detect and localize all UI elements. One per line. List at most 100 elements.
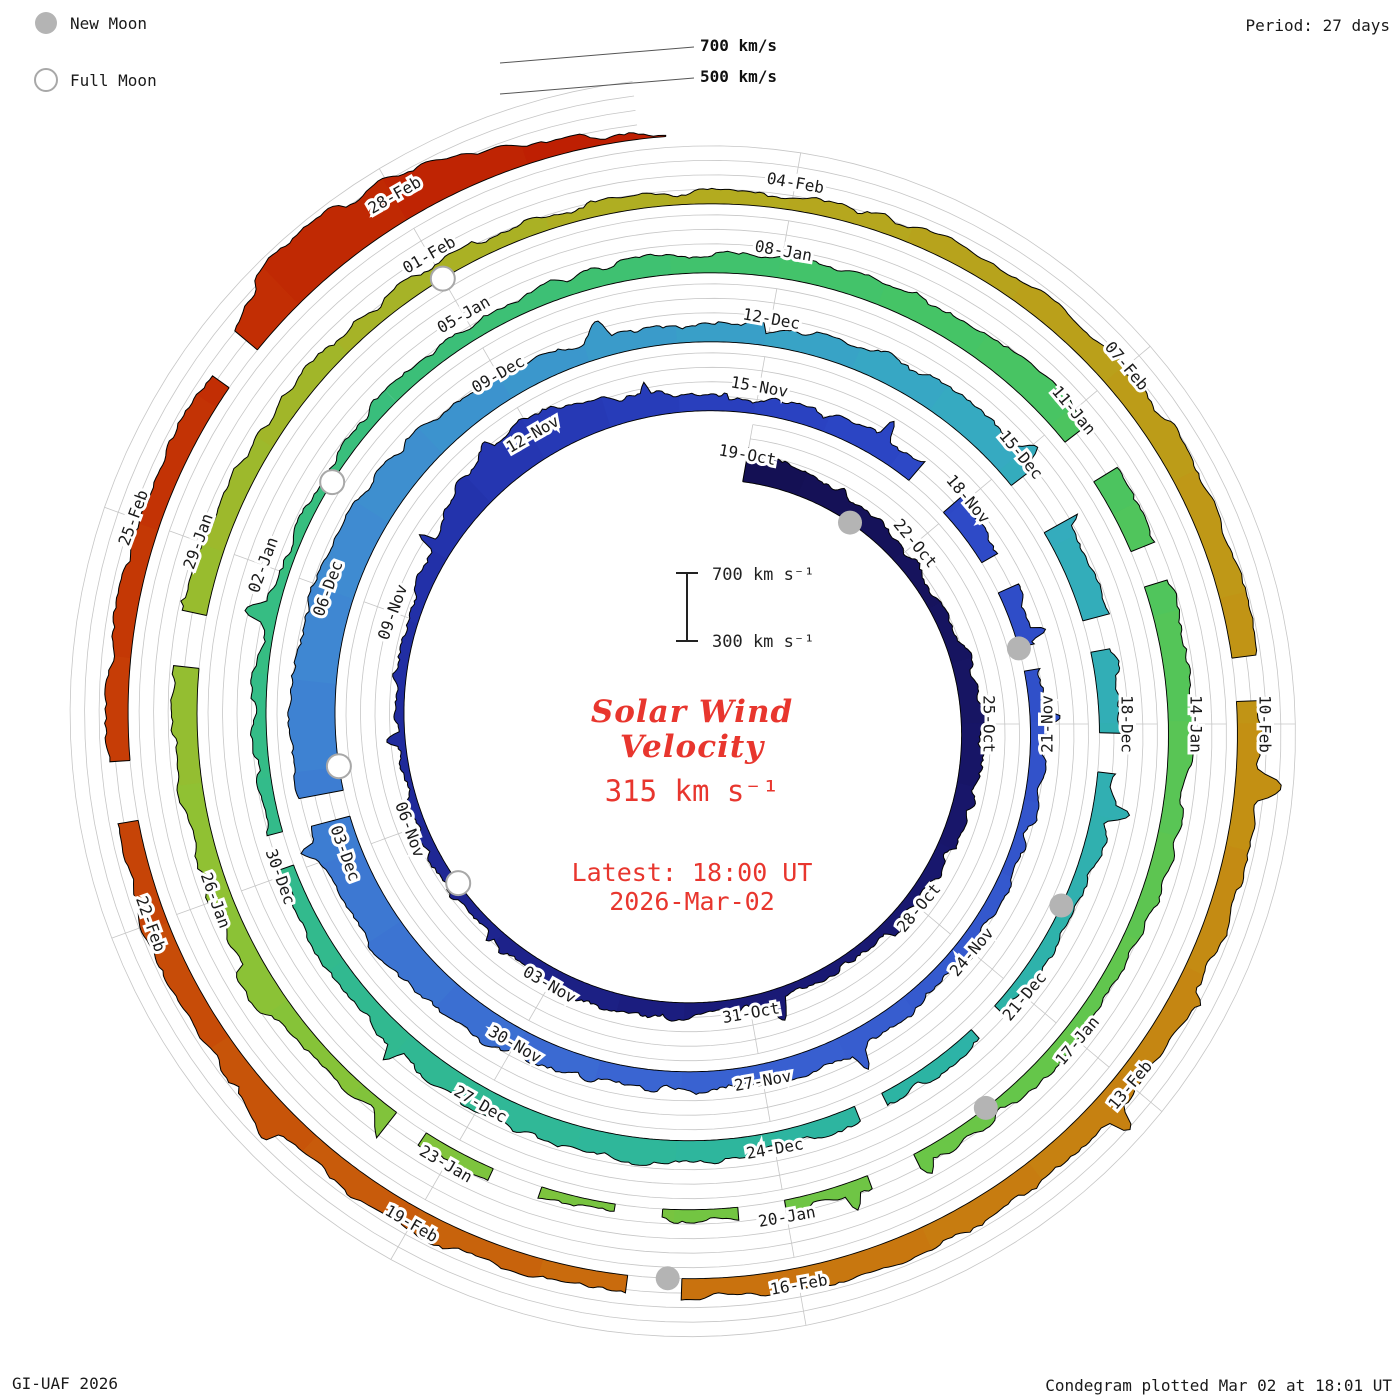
velocity-band-segment [917,1162,1042,1252]
velocity-band-segment [1117,966,1204,1090]
velocity-band-segment [794,1227,932,1288]
velocity-band-segment [764,330,864,370]
velocity-band-segment [405,1207,544,1278]
velocity-band-segment [929,385,1035,474]
date-label: 21-Nov [1037,695,1056,753]
scale-top-label: 700 km s⁻¹ [712,565,814,585]
velocity-band-segment [742,447,809,497]
date-label: 14-Jan [1186,695,1205,753]
velocity-trace-outline [104,132,1282,1301]
annotation-layer: New Moon Full Moon Period: 27 days 700 k… [12,12,1392,1395]
credit-label: GI-UAF 2026 [12,1374,118,1393]
velocity-band-segment [255,338,351,448]
velocity-band-segment [669,251,786,279]
velocity-band-segment [313,499,390,600]
velocity-band-segment [1060,813,1118,914]
velocity-band-segment [1091,771,1130,822]
velocity-band-segment [260,996,363,1097]
new-moon-marker [838,510,862,535]
full-moon-marker [429,265,456,292]
velocity-band-segment [758,1038,847,1086]
velocity-band-segment [301,816,362,865]
velocity-band-segment [201,432,275,552]
velocity-band-segment [432,216,554,281]
velocity-band-segment [943,495,969,519]
velocity-band-segment [382,145,532,220]
velocity-band-segment [906,227,1028,302]
velocity-band-segment [797,472,863,524]
velocity-band-segment [207,893,288,1015]
date-tick [783,1200,795,1258]
velocity-band-segment [681,1267,803,1301]
period-label: Period: 27 days [1246,16,1391,35]
velocity-band-segment [298,1133,421,1231]
date-label: 18-Dec [1117,695,1136,753]
velocity-band-segment [318,846,401,943]
ring-700-label: 700 km/s [700,36,777,55]
velocity-band-segment [835,996,915,1070]
velocity-band-segment [1153,609,1195,726]
date-label: 20-Jan [757,1202,817,1231]
velocity-band-segment [354,425,445,523]
velocity-band-segment [386,687,408,762]
velocity-band-segment [784,1175,873,1213]
velocity-band-segment [336,264,443,353]
velocity-band-segment [823,415,904,468]
velocity-band-segment [256,773,283,836]
velocity-band-segment [771,1106,861,1149]
velocity-band-segment [1112,502,1155,552]
full-moon-marker [445,870,472,897]
velocity-band-segment [668,188,794,211]
velocity-band-segment [904,842,953,907]
velocity-band-segment [994,983,1023,1015]
velocity-band-segment [614,993,685,1022]
velocity-band-segment [1052,534,1110,621]
date-label: 15-Nov [729,372,789,401]
velocity-band-segment [1025,1071,1138,1184]
chart-title-line2: Velocity [620,729,765,765]
velocity-band-segment [572,1126,677,1166]
velocity-band-segment [383,1033,491,1113]
velocity-band-segment [1219,591,1257,659]
velocity-band-segment [889,451,925,481]
velocity-band-segment [1225,723,1282,855]
velocity-band-segment [554,1191,616,1212]
velocity-band-segment [207,1032,317,1152]
velocity-band-segment [998,583,1046,648]
velocity-band-segment [177,778,232,906]
new-moon-marker [1006,636,1031,661]
date-tick [370,823,426,845]
velocity-band-segment [545,193,674,230]
velocity-band-segment [118,820,168,933]
new-moon-marker [655,1266,680,1291]
current-velocity-value: 315 km s⁻¹ [605,774,780,808]
velocity-band-segment [671,1131,778,1164]
velocity-band-segment [325,957,411,1060]
velocity-gridline-700 [69,81,1296,1338]
velocity-band-segment [985,1028,1079,1121]
velocity-band-segment [392,618,419,691]
velocity-band-segment [877,284,991,358]
plotted-timestamp-label: Condegram plotted Mar 02 at 18:01 UT [1045,1376,1392,1395]
velocity-gridline-500 [98,110,1267,1309]
velocity-band-segment [972,335,1076,428]
velocity-band-segment [287,675,339,773]
velocity-band-segment [104,651,132,762]
ring-500-pointer-line [499,77,695,95]
velocity-band-segment [1104,366,1199,486]
velocity-band-segment [385,327,479,402]
velocity-band-segment [291,582,355,684]
velocity-band-segment [521,396,613,459]
velocity-band-segment [548,969,622,1012]
velocity-band-segment [465,418,547,503]
velocity-band-segment [1144,580,1180,620]
velocity-band-segment [943,1029,980,1067]
velocity-band-segment [851,347,951,412]
velocity-band-segment [446,882,504,942]
velocity-band-segment [946,500,998,563]
full-moon-marker [325,753,352,780]
velocity-band-segment [777,256,890,306]
velocity-band-segment [347,1081,397,1138]
velocity-band-segment [861,896,917,951]
velocity-band-segment [245,570,289,675]
